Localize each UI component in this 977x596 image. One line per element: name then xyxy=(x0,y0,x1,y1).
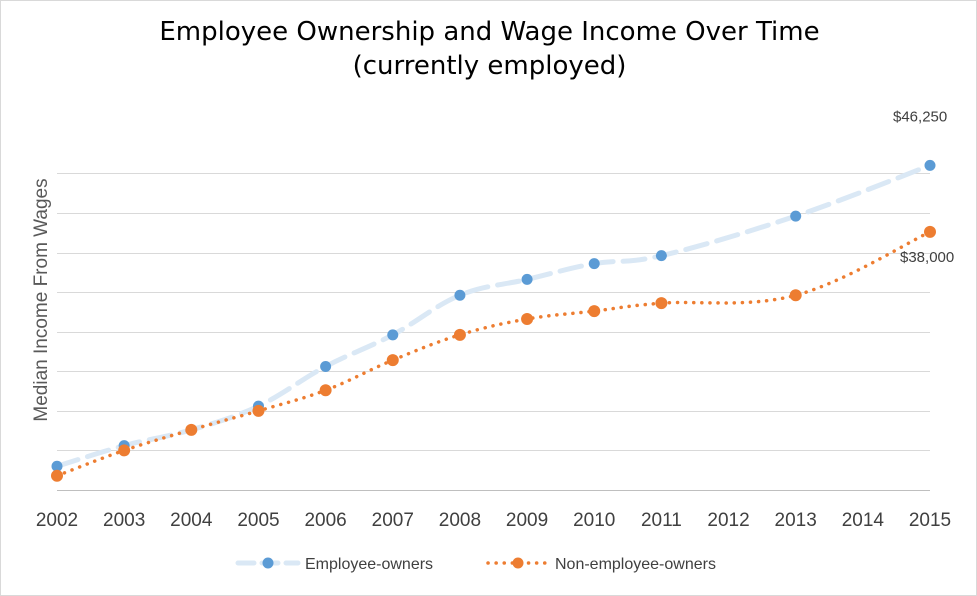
x-tick-label: 2006 xyxy=(304,510,346,531)
gridlines xyxy=(57,173,930,451)
data-point xyxy=(252,404,265,417)
legend-label: Employee-owners xyxy=(305,556,433,573)
x-tick-label: 2007 xyxy=(372,510,414,531)
data-point xyxy=(521,313,534,325)
data-point xyxy=(655,297,668,310)
data-point xyxy=(118,444,131,457)
chart-title-block: Employee Ownership and Wage Income Over … xyxy=(1,15,977,83)
x-tick-label: 2008 xyxy=(439,510,481,531)
data-point xyxy=(453,328,466,341)
data-point xyxy=(454,289,466,301)
chart-subtitle: (currently employed) xyxy=(352,51,627,81)
data-point xyxy=(319,384,332,397)
data-point xyxy=(790,210,802,222)
data-point xyxy=(320,361,332,372)
data-point xyxy=(789,289,802,302)
data-point xyxy=(51,469,63,482)
x-tick-label: 2009 xyxy=(506,510,548,531)
data-point xyxy=(924,159,936,171)
value-annotation: $46,250 xyxy=(893,108,947,125)
data-point xyxy=(924,225,936,238)
data-point xyxy=(588,305,601,318)
x-tick-label: 2015 xyxy=(909,510,951,531)
x-tick-label: 2011 xyxy=(641,510,682,531)
x-tick-label: 2014 xyxy=(842,510,885,531)
legend-marker xyxy=(262,557,274,569)
data-point xyxy=(387,329,399,341)
data-point xyxy=(51,460,63,472)
x-tick-label: 2005 xyxy=(237,510,279,531)
series-markers xyxy=(51,159,936,482)
data-point xyxy=(655,250,667,262)
series-line-2 xyxy=(55,230,932,478)
value-annotation: $38,000 xyxy=(900,249,954,266)
legend-label: Non-employee-owners xyxy=(555,556,716,573)
data-point xyxy=(386,354,399,367)
x-tick-label: 2004 xyxy=(170,510,213,531)
x-axis: 2002 2003 2004 2005 2006 2007 2008 2009 2010 2011… xyxy=(36,490,951,531)
annotations: $46,250 $38,000 xyxy=(893,108,954,266)
x-tick-label: 2012 xyxy=(707,510,749,531)
data-point xyxy=(521,273,533,285)
chart-title: Employee Ownership and Wage Income Over … xyxy=(159,17,820,47)
x-tick-label: 2002 xyxy=(36,510,78,531)
legend-marker xyxy=(512,557,524,569)
legend: Employee-owners Non-employee-owners xyxy=(235,556,716,573)
y-axis-label: Median Income From Wages xyxy=(31,178,52,421)
x-tick-label: 2003 xyxy=(103,510,145,531)
series-line-1 xyxy=(54,162,933,469)
data-point xyxy=(588,258,600,270)
x-tick-label: 2013 xyxy=(775,510,817,531)
x-tick-label: 2010 xyxy=(573,510,615,531)
data-point xyxy=(185,423,198,436)
